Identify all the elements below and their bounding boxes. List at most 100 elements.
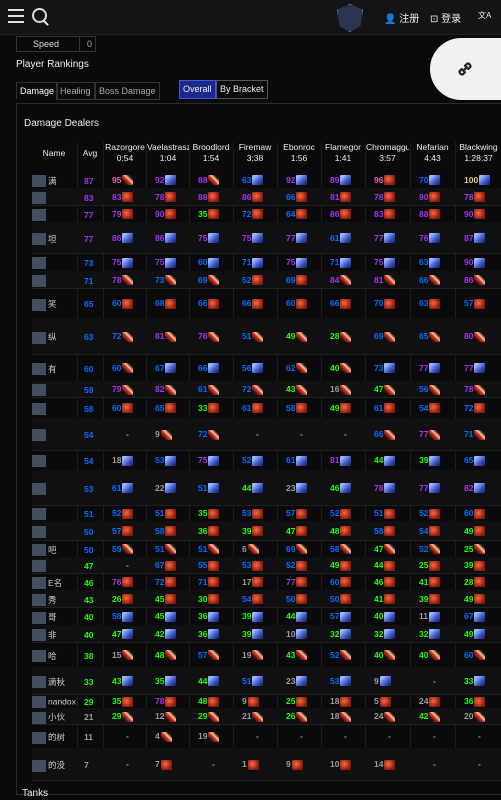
- rank-cell[interactable]: 82: [464, 483, 486, 494]
- rank-cell[interactable]: -: [126, 731, 129, 741]
- rank-cell[interactable]: 88: [198, 175, 220, 186]
- rank-cell[interactable]: 77: [286, 233, 308, 244]
- table-row[interactable]: [32, 188, 501, 206]
- rank-cell[interactable]: 43: [112, 676, 134, 687]
- rank-cell[interactable]: 61: [242, 403, 264, 414]
- rank-cell[interactable]: 36: [464, 696, 486, 707]
- rank-cell[interactable]: 43: [286, 384, 308, 395]
- rank-cell[interactable]: 84: [330, 275, 352, 286]
- rank-cell[interactable]: 33: [198, 403, 220, 414]
- rank-cell[interactable]: 100: [464, 175, 491, 186]
- rank-cell[interactable]: 9: [155, 429, 172, 440]
- rank-cell[interactable]: 25: [286, 696, 308, 707]
- player-name[interactable]: [32, 402, 76, 415]
- rank-cell[interactable]: 76: [419, 233, 441, 244]
- player-name[interactable]: [32, 429, 76, 441]
- rank-cell[interactable]: -: [388, 731, 391, 741]
- rank-cell[interactable]: 60: [112, 298, 134, 309]
- rank-cell[interactable]: 77: [419, 363, 441, 374]
- rank-cell[interactable]: 29: [112, 711, 134, 722]
- rank-cell[interactable]: 40: [374, 650, 396, 661]
- rank-cell[interactable]: 24: [419, 696, 441, 707]
- player-name[interactable]: 纵: [32, 331, 76, 344]
- rank-cell[interactable]: 24: [374, 711, 396, 722]
- rank-cell[interactable]: 48: [155, 650, 177, 661]
- tab-damage[interactable]: Damage: [16, 82, 59, 99]
- rank-cell[interactable]: 52: [242, 275, 264, 286]
- rank-cell[interactable]: 60: [330, 577, 352, 588]
- rank-cell[interactable]: 58: [286, 403, 308, 414]
- rank-cell[interactable]: 5: [374, 696, 391, 707]
- rank-cell[interactable]: 47: [286, 526, 308, 537]
- player-name[interactable]: 的树: [32, 731, 76, 744]
- player-name[interactable]: 非: [32, 629, 76, 642]
- rank-cell[interactable]: 39: [242, 611, 264, 622]
- rank-cell[interactable]: 63: [419, 298, 441, 309]
- rank-cell[interactable]: 47: [374, 384, 396, 395]
- table-row[interactable]: [32, 418, 501, 451]
- rank-cell[interactable]: 66: [198, 298, 220, 309]
- rank-cell[interactable]: 25: [464, 544, 486, 555]
- rank-cell[interactable]: 65: [155, 403, 177, 414]
- rank-cell[interactable]: 50: [286, 594, 308, 605]
- rank-cell[interactable]: 32: [419, 629, 441, 640]
- rank-cell[interactable]: 56: [242, 363, 264, 374]
- by-bracket-button[interactable]: By Bracket: [216, 80, 268, 99]
- rank-cell[interactable]: 66: [286, 192, 308, 203]
- rank-cell[interactable]: 60: [112, 403, 134, 414]
- rank-cell[interactable]: 90: [464, 257, 486, 268]
- rank-cell[interactable]: 49: [286, 331, 308, 342]
- rank-cell[interactable]: -: [433, 676, 436, 686]
- rank-cell[interactable]: 60: [464, 508, 486, 519]
- rank-cell[interactable]: 95: [112, 175, 134, 186]
- rank-cell[interactable]: 63: [419, 257, 441, 268]
- rank-cell[interactable]: 75: [112, 257, 134, 268]
- rank-cell[interactable]: 67: [155, 560, 177, 571]
- rank-cell[interactable]: 12: [155, 711, 177, 722]
- rank-cell[interactable]: 60: [198, 257, 220, 268]
- rank-cell[interactable]: 55: [198, 560, 220, 571]
- rank-cell[interactable]: 53: [242, 508, 264, 519]
- rank-cell[interactable]: 72: [198, 429, 220, 440]
- rank-cell[interactable]: 90: [155, 209, 177, 220]
- rank-cell[interactable]: -: [433, 759, 436, 769]
- rank-cell[interactable]: 15: [112, 650, 134, 661]
- rank-cell[interactable]: 35: [198, 209, 220, 220]
- player-name[interactable]: 满: [32, 175, 76, 188]
- rank-cell[interactable]: 41: [374, 594, 396, 605]
- rank-cell[interactable]: 92: [155, 175, 177, 186]
- rank-cell[interactable]: 67: [155, 363, 177, 374]
- rank-cell[interactable]: 77: [419, 429, 441, 440]
- rank-cell[interactable]: 70: [419, 175, 441, 186]
- rank-cell[interactable]: 9: [242, 696, 259, 707]
- rank-cell[interactable]: 60: [286, 298, 308, 309]
- rank-cell[interactable]: 83: [374, 209, 396, 220]
- rank-cell[interactable]: 86: [155, 233, 177, 244]
- rank-cell[interactable]: 72: [112, 331, 134, 342]
- rank-cell[interactable]: 66: [242, 298, 264, 309]
- rank-cell[interactable]: 66: [374, 429, 396, 440]
- player-name[interactable]: [32, 257, 76, 269]
- share-link-button[interactable]: [430, 38, 501, 100]
- rank-cell[interactable]: 28: [464, 577, 486, 588]
- rank-cell[interactable]: 72: [242, 384, 264, 395]
- rank-cell[interactable]: 26: [112, 594, 134, 605]
- rank-cell[interactable]: 47: [374, 544, 396, 555]
- rank-cell[interactable]: 88: [198, 192, 220, 203]
- rank-cell[interactable]: 86: [464, 275, 486, 286]
- rank-cell[interactable]: 52: [242, 455, 264, 466]
- rank-cell[interactable]: 40: [330, 363, 352, 374]
- rank-cell[interactable]: 51: [242, 676, 264, 687]
- rank-cell[interactable]: 81: [374, 275, 396, 286]
- player-name[interactable]: [32, 384, 76, 396]
- rank-cell[interactable]: -: [300, 429, 303, 439]
- rank-cell[interactable]: 45: [155, 594, 177, 605]
- rank-cell[interactable]: 44: [242, 483, 264, 494]
- rank-cell[interactable]: -: [478, 731, 481, 741]
- overall-button[interactable]: Overall: [179, 80, 216, 99]
- player-name[interactable]: [32, 525, 76, 538]
- rank-cell[interactable]: 57: [112, 526, 134, 537]
- rank-cell[interactable]: -: [126, 429, 129, 439]
- rank-cell[interactable]: 39: [419, 594, 441, 605]
- table-row[interactable]: [32, 667, 501, 695]
